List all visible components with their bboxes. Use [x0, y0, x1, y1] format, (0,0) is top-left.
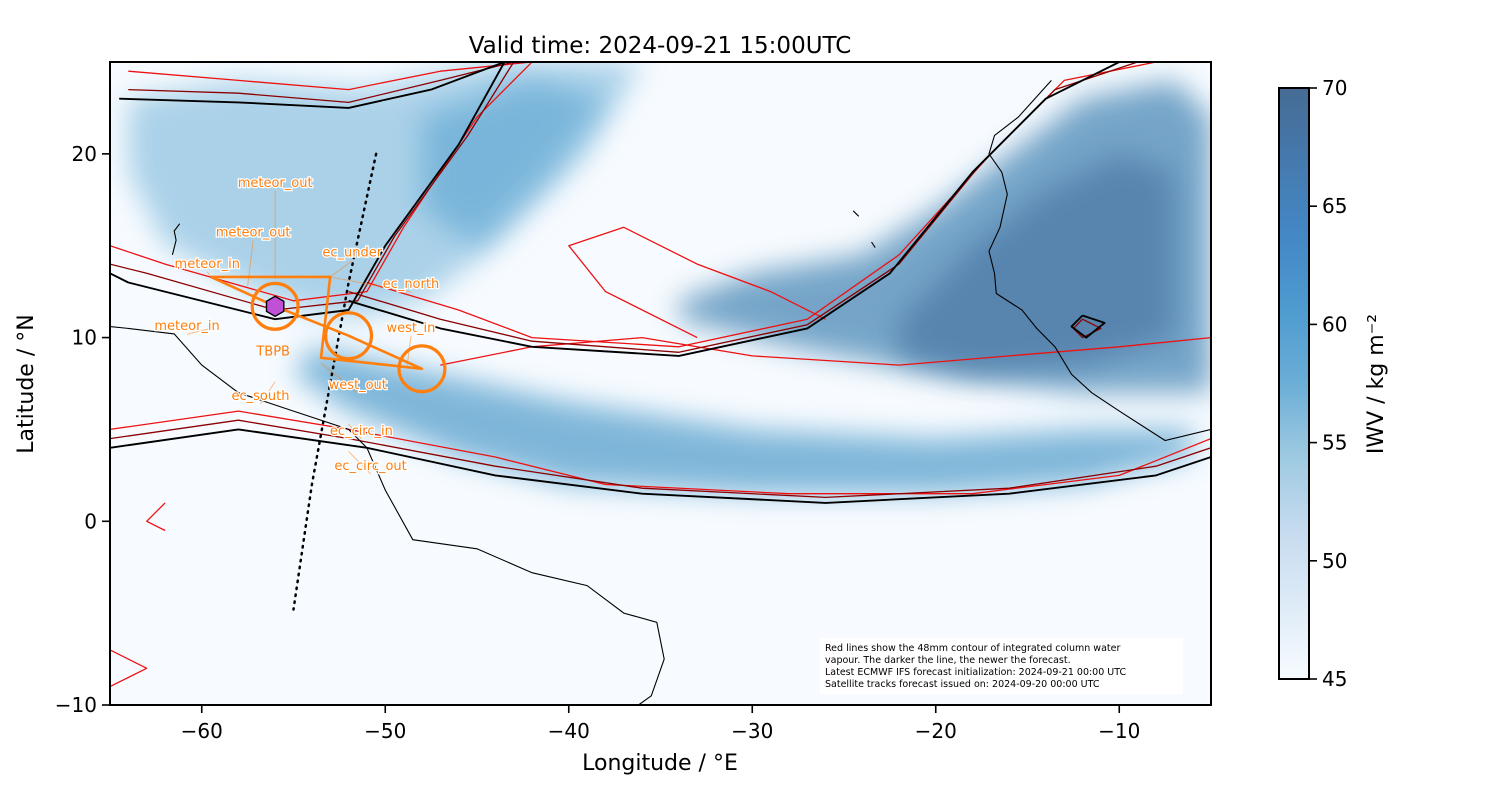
- waypoint-label: meteor_in: [175, 257, 240, 272]
- contour-line-2: [348, 62, 1120, 357]
- flight-circle: [324, 311, 374, 361]
- waypoint-leader: [247, 240, 254, 287]
- y-axis-label: Latitude / °N: [14, 314, 39, 453]
- waypoint-leader: [348, 423, 362, 440]
- waypoint-leader: [320, 362, 359, 394]
- colorbar-label: IWV / kg m⁻²: [1364, 314, 1389, 454]
- note-line-3: Latest ECMWF IFS forecast initialization…: [825, 667, 1126, 678]
- iwv-region-east-core: [899, 153, 1175, 375]
- colorbar: 70 65 60 55 50 45 IWV / kg m⁻²: [1278, 76, 1389, 691]
- y-axis: 20 10 0 −10: [55, 142, 110, 717]
- x-axis: −60 −50 −40 −30 −20 −10: [181, 705, 1140, 743]
- contour-line-0: [568, 226, 826, 339]
- contour-line-0: [110, 410, 1211, 495]
- y-tick-label: 10: [72, 326, 97, 350]
- waypoint-label: meteor_in: [154, 319, 219, 334]
- contour-line-2: [1070, 314, 1106, 339]
- colorbar-tick-label: 50: [1322, 549, 1347, 573]
- note-box: [820, 638, 1183, 694]
- contour-line-0: [440, 336, 1211, 366]
- waypoint-label: ec_circ_out: [334, 459, 406, 474]
- iwv-region-west-core: [421, 80, 606, 246]
- y-tick-label: 0: [84, 509, 97, 533]
- contour-line-1: [1072, 318, 1102, 339]
- waypoint-leader: [406, 335, 412, 366]
- plot-area: TBPB meteor_out meteor_out meteor_in ec_und…: [109, 61, 1212, 706]
- x-tick-label: −40: [548, 719, 590, 743]
- coastlines: [110, 80, 1211, 705]
- coastline: [871, 241, 876, 248]
- waypoint-leader: [206, 271, 212, 278]
- colorbar-tick-label: 60: [1322, 312, 1347, 336]
- contour-line-2: [110, 62, 506, 321]
- waypoint-leader: [329, 260, 353, 278]
- x-axis-label: Longitude / °E: [582, 751, 738, 776]
- contour-line-0: [110, 62, 533, 302]
- note-line-1: Red lines show the 48mm contour of integ…: [825, 643, 1120, 654]
- waypoint-label: ec_south: [231, 389, 289, 404]
- satellite-track-line: [292, 152, 378, 611]
- y-tick-label: −10: [55, 693, 97, 717]
- coastline: [852, 210, 860, 217]
- colorbar-tick-label: 45: [1322, 667, 1347, 691]
- plot-frame: [109, 61, 1212, 706]
- colorbar-tick-label: 65: [1322, 194, 1347, 218]
- tbpb-marker: [265, 295, 285, 318]
- x-tick-label: −20: [915, 719, 957, 743]
- coastline: [171, 223, 181, 256]
- colorbar-gradient: [1278, 87, 1310, 680]
- contour-line-1: [110, 62, 515, 311]
- colorbar-ticks: 70 65 60 55 50 45: [1309, 76, 1347, 691]
- waypoint-leader: [348, 451, 371, 475]
- contour-line-2: [110, 428, 1211, 504]
- iwv-field: [128, 62, 1211, 494]
- iwv-contours: [110, 62, 1211, 688]
- coastline: [988, 80, 1211, 442]
- note-line-2: vapour. The darker the line, the newer t…: [825, 655, 1071, 666]
- x-tick-label: −60: [181, 719, 223, 743]
- waypoint-labels: meteor_out meteor_out meteor_in ec_under ec_…: [153, 175, 440, 475]
- x-tick-label: −10: [1098, 719, 1140, 743]
- x-tick-label: −50: [364, 719, 406, 743]
- waypoint-leader: [260, 381, 276, 405]
- waypoint-leader: [186, 327, 212, 335]
- chart-title: Valid time: 2024-09-21 15:00UTC: [469, 33, 852, 59]
- x-tick-label: −30: [731, 719, 773, 743]
- y-tick-label: 20: [72, 142, 97, 166]
- contour-line-1: [110, 419, 1211, 499]
- info-note: Red lines show the 48mm contour of integ…: [820, 638, 1183, 694]
- satellite-track: [292, 152, 378, 611]
- iwv-region-band: [293, 346, 1193, 494]
- waypoint-leader: [330, 276, 412, 293]
- waypoint-label: meteor_out: [238, 176, 313, 191]
- waypoint-label: ec_north: [383, 277, 440, 292]
- waypoint-label: meteor_out: [216, 226, 291, 241]
- waypoint-label: west_out: [329, 378, 387, 393]
- coastline: [110, 326, 665, 705]
- colorbar-tick-label: 55: [1322, 431, 1347, 455]
- note-line-4: Satellite tracks forecast issued on: 202…: [825, 679, 1100, 690]
- tbpb-label: TBPB: [255, 345, 290, 360]
- waypoint-label: ec_circ_in: [330, 424, 393, 439]
- colorbar-tick-label: 70: [1322, 76, 1347, 100]
- contour-line-0: [110, 649, 148, 688]
- waypoint-label: west_in: [387, 321, 436, 336]
- flight-circle: [397, 344, 447, 394]
- contour-line-0: [146, 502, 166, 532]
- flight-circle: [250, 281, 300, 331]
- waypoint-label: ec_under: [322, 246, 382, 261]
